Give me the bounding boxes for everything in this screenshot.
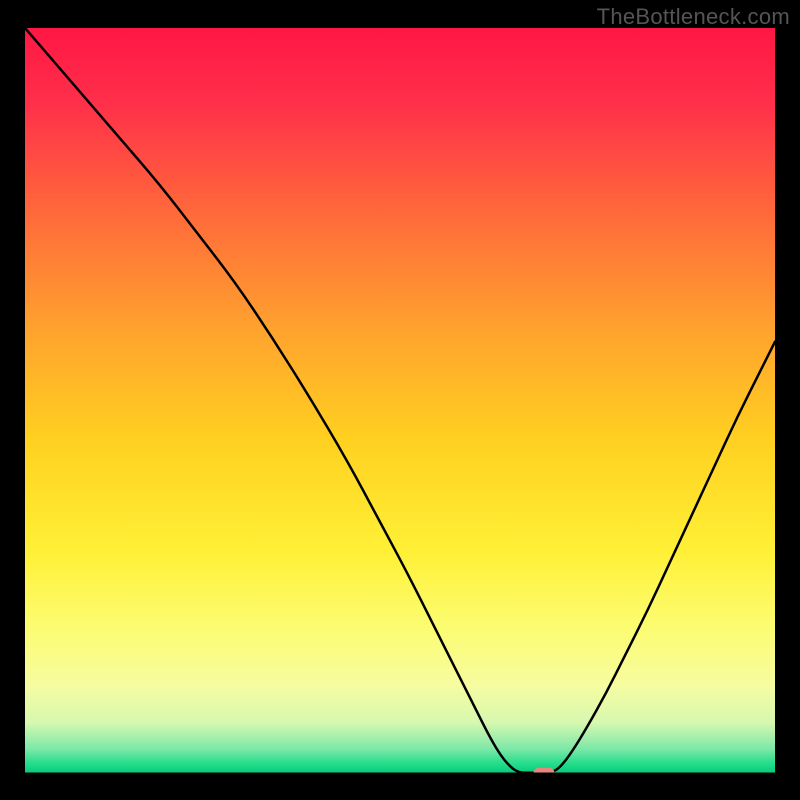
gradient-background [25, 28, 775, 775]
watermark-text: TheBottleneck.com [597, 4, 790, 30]
bottleneck-chart [0, 0, 800, 800]
